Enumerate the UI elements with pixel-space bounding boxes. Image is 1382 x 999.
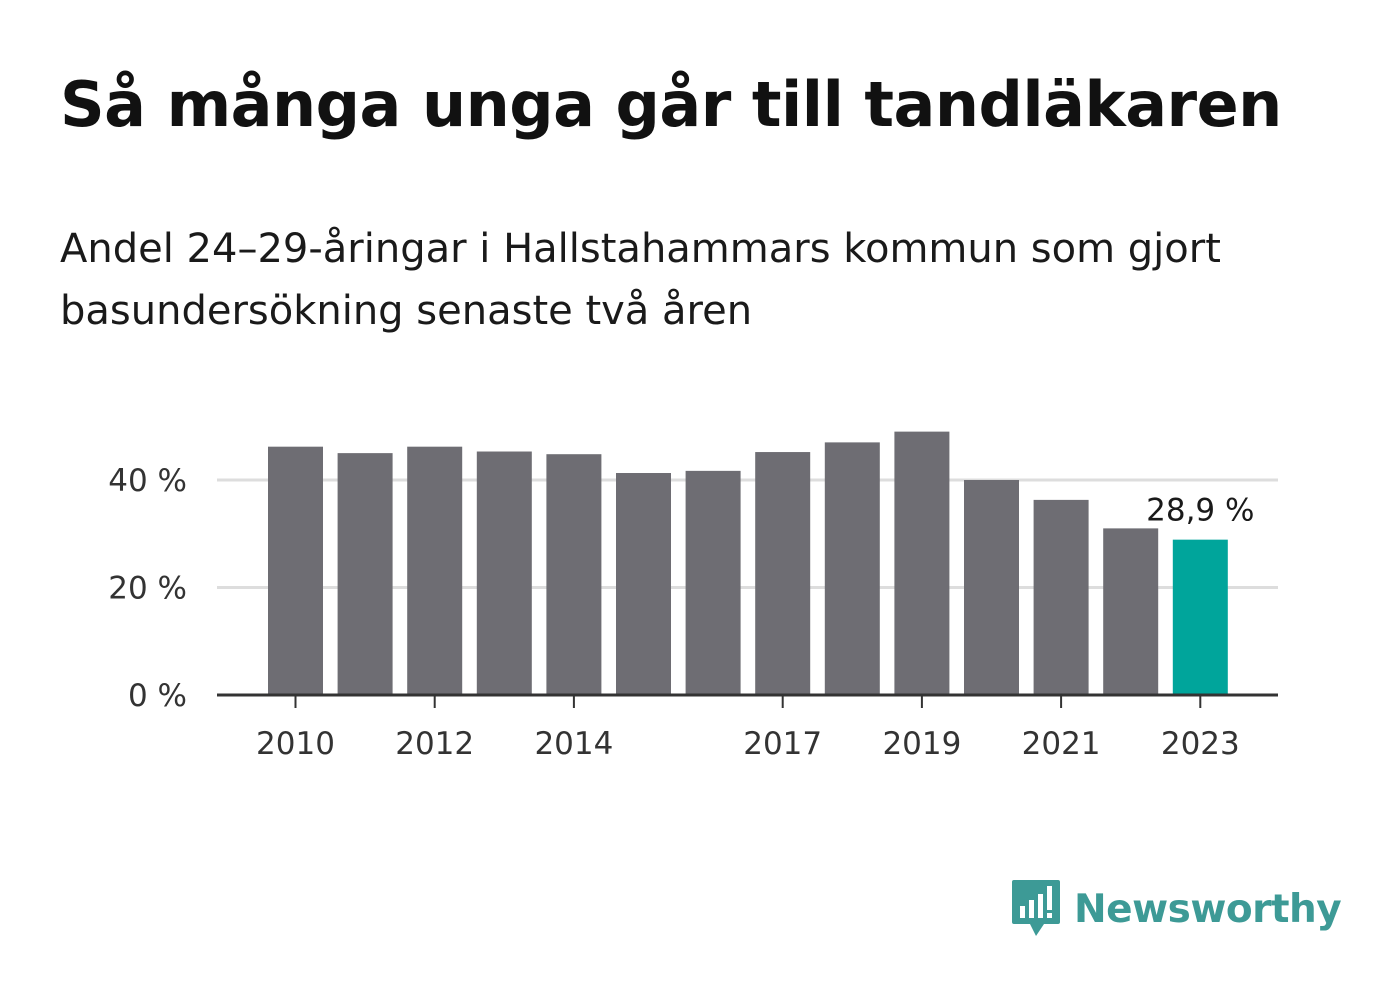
y-tick-label: 20 % [108, 571, 187, 607]
bar[interactable] [1103, 528, 1159, 695]
bar[interactable] [268, 446, 323, 695]
x-tick-label: 2010 [256, 726, 335, 762]
newsworthy-logo-icon [1012, 880, 1060, 936]
bar[interactable] [824, 442, 880, 695]
y-tick-label: 40 % [108, 463, 187, 499]
bar[interactable] [685, 470, 741, 695]
chart-subtitle: Andel 24–29-åringar i Hallstahammars kom… [60, 226, 1221, 334]
bar[interactable] [1033, 499, 1089, 695]
x-tick-label: 2017 [743, 726, 822, 762]
bar[interactable] [755, 452, 811, 695]
bar[interactable] [337, 453, 393, 695]
brand-name: Newsworthy [1074, 886, 1342, 932]
bar[interactable] [546, 454, 602, 695]
y-tick-label: 0 % [128, 678, 187, 714]
x-tick-label: 2014 [534, 726, 613, 762]
bar[interactable] [964, 480, 1019, 695]
chart-title: Så många unga går till tandläkaren [60, 68, 1282, 141]
gridlines [217, 478, 1278, 589]
bars [268, 431, 1228, 695]
brand-logo[interactable]: Newsworthy [1010, 878, 1342, 940]
bar[interactable] [476, 451, 532, 695]
x-tick-label: 2023 [1161, 726, 1240, 762]
x-tick-label: 2021 [1022, 726, 1101, 762]
bar-value-label: 28,9 % [1146, 493, 1254, 529]
x-tick-label: 2019 [882, 726, 961, 762]
axes [217, 693, 1278, 708]
x-tick-label: 2012 [395, 726, 474, 762]
bar[interactable] [407, 446, 463, 695]
bar-highlight[interactable] [1172, 539, 1228, 695]
tick-labels: 0 % 20 % 40 % 28,9 % 2010 2012 2014 2017 2019 202… [108, 463, 1254, 762]
bar[interactable] [894, 431, 950, 695]
bar[interactable] [616, 473, 671, 695]
